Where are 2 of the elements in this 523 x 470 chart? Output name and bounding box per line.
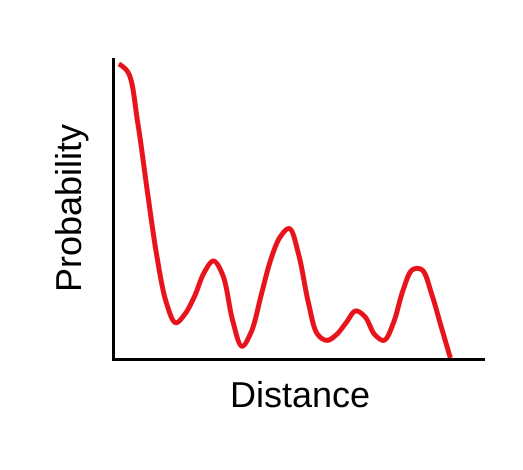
y-axis-title: Probability xyxy=(48,124,89,292)
x-axis-title: Distance xyxy=(230,374,370,416)
